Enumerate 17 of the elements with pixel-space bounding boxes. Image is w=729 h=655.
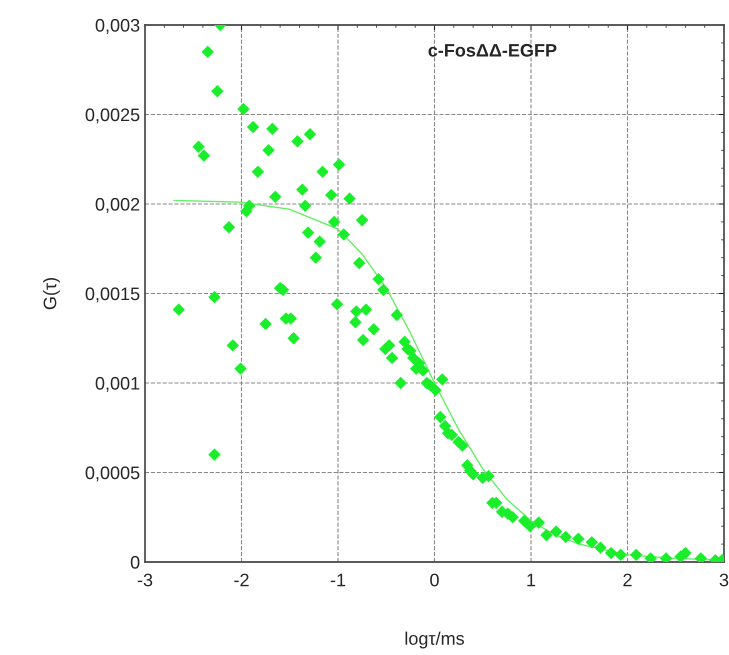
y-axis-title: G(τ): [43, 278, 60, 310]
x-tick-label: 1: [527, 574, 536, 586]
y-tick-label: 0,0005: [86, 466, 140, 482]
x-tick-label: -2: [234, 574, 249, 586]
x-tick-label: 3: [720, 574, 728, 586]
x-tick-label: -3: [138, 574, 152, 586]
y-tick-label: 0,001: [96, 376, 140, 392]
x-tick-label: -1: [330, 574, 346, 586]
text: c-FosΔΔ-EGFP: [428, 44, 556, 57]
x-axis-title: logτ/ms: [406, 632, 464, 648]
y-tick-label: 0,003: [96, 18, 140, 34]
y-tick-label: 0,0015: [86, 287, 140, 302]
x-tick-label: 2: [623, 574, 632, 586]
y-tick-label: 0: [130, 556, 140, 569]
x-tick-label: 0: [430, 574, 439, 586]
y-tick-label: 0,0025: [86, 108, 140, 124]
y-tick-label: 0,002: [96, 198, 140, 213]
